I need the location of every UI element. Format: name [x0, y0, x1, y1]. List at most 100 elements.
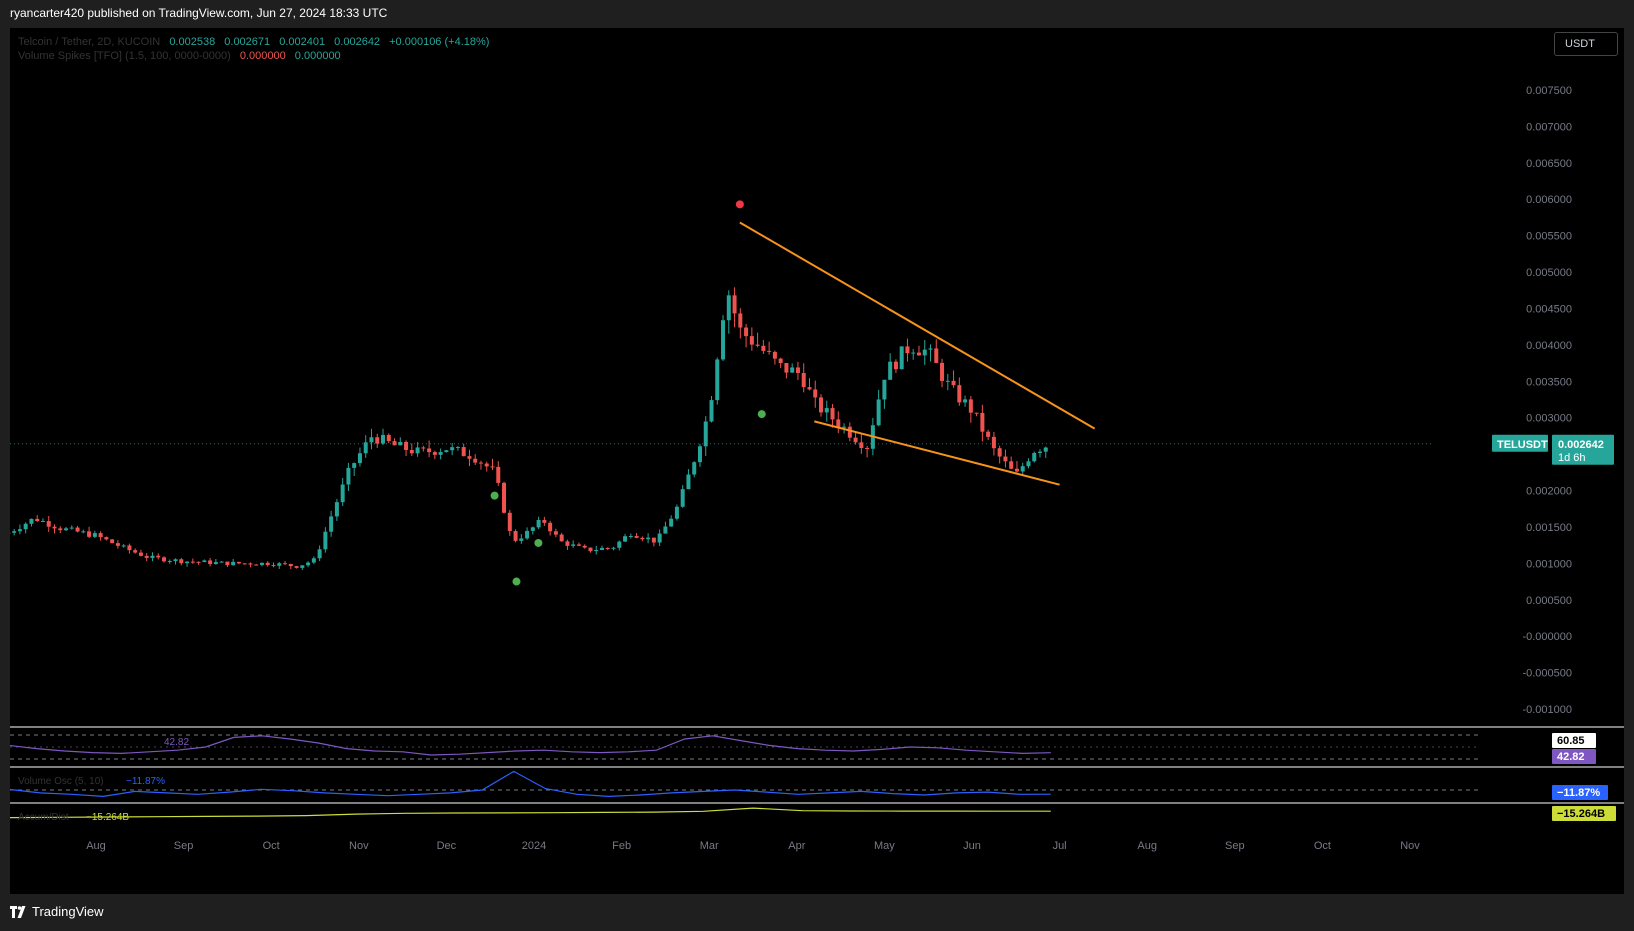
candle-body: [732, 295, 737, 314]
candle-body: [623, 536, 628, 542]
volume-osc-tag-bg: [1552, 785, 1608, 800]
x-tick-label: Mar: [700, 840, 719, 852]
candle-body: [110, 539, 115, 544]
candle-body: [559, 534, 564, 542]
candle-body: [1020, 466, 1025, 472]
volume-spike-marker: [512, 577, 521, 586]
candle-body: [697, 446, 702, 463]
candle-body: [859, 442, 864, 449]
candle-body: [369, 437, 374, 443]
candle-body: [882, 379, 887, 400]
y-tick-label: -0.000500: [1522, 668, 1572, 680]
x-tick-label: Oct: [1314, 840, 1331, 852]
accum-dist-line: [10, 807, 1051, 819]
candle-body: [715, 359, 720, 401]
candle-body: [404, 441, 409, 451]
legend-low: 0.002401: [279, 36, 326, 48]
y-tick-label: 0.007500: [1526, 85, 1572, 97]
candle-body: [35, 518, 40, 522]
volume-osc-line: [10, 770, 1051, 798]
candle-body: [346, 467, 351, 485]
x-tick-label: 2024: [522, 840, 546, 852]
x-tick-label: Apr: [788, 840, 805, 852]
candle-body: [340, 484, 345, 503]
tradingview-logo-icon: [10, 905, 28, 918]
candle-body: [357, 453, 362, 464]
candle-body: [58, 528, 63, 531]
candle-body: [888, 361, 893, 380]
candle-body: [392, 441, 397, 446]
candle-body: [427, 448, 432, 453]
candle-body: [173, 559, 178, 562]
candle-body: [669, 518, 674, 527]
candle-body: [277, 563, 282, 566]
x-tick-label: May: [874, 840, 895, 852]
candle-body: [744, 327, 749, 337]
y-tick-label: 0.002000: [1526, 486, 1572, 498]
legend-open: 0.002538: [169, 36, 216, 48]
candle-body: [334, 502, 339, 517]
candle-body: [254, 564, 259, 566]
candle-body: [749, 336, 754, 345]
candle-body: [306, 562, 311, 566]
candle-body: [611, 547, 616, 549]
candle-body: [167, 561, 172, 563]
candle-body: [121, 545, 126, 547]
candle-body: [819, 397, 824, 413]
rsi-upper-tag-bg: [1552, 733, 1596, 748]
candle-body: [997, 448, 1002, 457]
candle-body: [542, 519, 547, 523]
candle-body: [899, 346, 904, 370]
x-tick-label: Jul: [1053, 840, 1067, 852]
y-tick-label: 0.003500: [1526, 376, 1572, 388]
y-tick-label: 0.007000: [1526, 121, 1572, 133]
candle-body: [963, 399, 968, 403]
candle-body: [986, 431, 991, 437]
y-tick-label: 0.005000: [1526, 267, 1572, 279]
candle-body: [265, 562, 270, 566]
candle-body: [709, 400, 714, 422]
candle-body: [92, 533, 97, 537]
candle-body: [219, 561, 224, 563]
candle-body: [651, 537, 656, 543]
candle-body: [202, 560, 207, 563]
legend-change: +0.000106 (+4.18%): [389, 36, 490, 48]
candle-body: [980, 412, 985, 432]
legend-high: 0.002671: [224, 36, 271, 48]
volume-spikes-legend: Volume Spikes [TFO] (1.5, 100, 0000-0000…: [18, 50, 341, 62]
candle-body: [185, 561, 190, 564]
volume-spikes-val2: 0.000000: [294, 50, 341, 62]
y-tick-label: 0.006500: [1526, 158, 1572, 170]
legend-symbol: Telcoin / Tether, 2D, KUCOIN: [18, 36, 161, 48]
candle-body: [1026, 461, 1031, 467]
candle-body: [409, 450, 414, 454]
candle-body: [317, 549, 322, 559]
volume-spike-marker: [490, 491, 499, 500]
candle-body: [52, 526, 57, 529]
candle-body: [916, 352, 921, 356]
candle-body: [259, 562, 264, 565]
candle-body: [536, 519, 541, 528]
candle-body: [329, 516, 334, 532]
candle-body: [386, 434, 391, 442]
x-tick-label: Aug: [1137, 840, 1157, 852]
y-tick-label: 0.000500: [1526, 595, 1572, 607]
candle-body: [790, 367, 795, 373]
x-tick-label: Sep: [1225, 840, 1245, 852]
candle-body: [138, 552, 143, 556]
candle-body: [807, 387, 812, 390]
currency-button[interactable]: USDT: [1554, 32, 1618, 56]
candle-body: [507, 512, 512, 532]
chart-canvas[interactable]: 0.007500 0.007000 0.006500 0.006000 0.005500…: [10, 28, 1624, 894]
candle-body: [801, 372, 806, 388]
candle-body: [323, 531, 328, 550]
chart-frame[interactable]: 0.007500 0.007000 0.006500 0.006000 0.005500…: [10, 28, 1624, 894]
volume-osc-name: Volume Osc (5, 10): [18, 776, 104, 787]
candle-body: [548, 522, 553, 532]
accum-dist-name: Accum/Dist: [18, 812, 69, 823]
candle-body: [755, 344, 760, 346]
volume-spike-marker: [735, 200, 744, 209]
candle-body: [853, 437, 858, 443]
candle-body: [29, 518, 34, 524]
candle-body: [605, 547, 610, 549]
